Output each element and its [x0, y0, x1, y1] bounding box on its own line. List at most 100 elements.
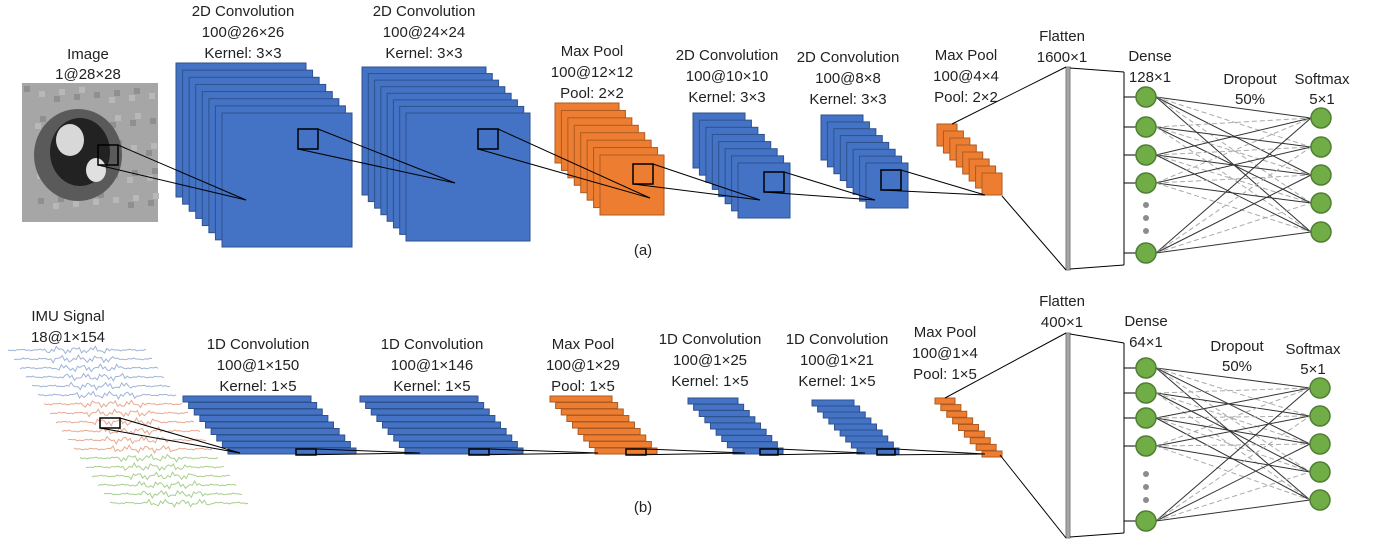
layer-detail: Pool: 2×2 [560, 85, 624, 102]
image-noise [113, 197, 119, 203]
feature-map [567, 416, 629, 422]
layer-name: 1D Convolution [786, 331, 889, 348]
feature-map [211, 429, 339, 435]
softmax-name: Softmax [1285, 341, 1341, 358]
flatten-name: Flatten [1039, 293, 1085, 310]
image-noise [40, 116, 46, 122]
dense-shape: 128×1 [1129, 69, 1171, 86]
image-blob [56, 124, 84, 156]
layer-detail: Pool: 1×5 [551, 378, 615, 395]
softmax-neuron [1310, 406, 1330, 426]
softmax-shape: 5×1 [1300, 361, 1325, 378]
image-noise [149, 93, 155, 99]
feature-map [360, 396, 478, 402]
layer-shape: 100@1×25 [673, 352, 747, 369]
feature-map [823, 412, 865, 418]
ellipsis-dot [1143, 228, 1149, 234]
feature-map [584, 435, 646, 441]
layer-detail: Kernel: 1×5 [671, 373, 748, 390]
image-noise [109, 97, 115, 103]
layer-shape: 100@1×4 [912, 345, 978, 362]
image-noise [53, 203, 59, 209]
ellipsis-dot [1143, 215, 1149, 221]
image-noise [146, 150, 152, 156]
feature-map [947, 411, 967, 417]
softmax-neuron [1310, 378, 1330, 398]
feature-map [959, 425, 979, 431]
feature-map [846, 436, 888, 442]
ellipsis-dot [1143, 471, 1149, 477]
feature-map [699, 411, 749, 417]
layer-shape: 100@1×150 [217, 357, 299, 374]
dense-neuron [1136, 511, 1156, 531]
dropout-rate: 50% [1222, 358, 1252, 375]
feature-map [217, 435, 345, 441]
feature-map [970, 438, 990, 444]
layer-shape: 100@10×10 [686, 68, 768, 85]
image-noise [94, 92, 100, 98]
feature-map [194, 409, 322, 415]
feature-map [573, 422, 635, 428]
feature-map [935, 398, 955, 404]
feature-map [222, 113, 352, 247]
feature-map [818, 406, 860, 412]
image-noise [129, 95, 135, 101]
feature-map [183, 396, 311, 402]
layer-shape: 100@1×21 [800, 352, 874, 369]
image-noise [148, 200, 154, 206]
dense-name: Dense [1124, 313, 1167, 330]
softmax-neuron [1311, 137, 1331, 157]
feature-map [561, 409, 623, 415]
input-shape: 1@28×28 [55, 66, 121, 83]
layer-shape: 100@26×26 [202, 24, 284, 41]
panel-caption: (b) [634, 499, 652, 516]
layer-detail: Kernel: 3×3 [385, 45, 462, 62]
layer-shape: 100@1×29 [546, 357, 620, 374]
feature-map [200, 416, 328, 422]
ellipsis-dot [1143, 497, 1149, 503]
image-noise [54, 96, 60, 102]
layer-detail: Kernel: 3×3 [204, 45, 281, 62]
feature-map [964, 431, 984, 437]
layer-name: Max Pool [552, 336, 615, 353]
feature-map [829, 418, 871, 424]
flatten-bar [1066, 333, 1070, 538]
layer-detail: Kernel: 1×5 [219, 378, 296, 395]
dense-name: Dense [1128, 48, 1171, 65]
layer-detail: Pool: 2×2 [934, 89, 998, 106]
input-name: Image [67, 46, 109, 63]
dense-shape: 64×1 [1129, 334, 1163, 351]
flatten-name: Flatten [1039, 28, 1085, 45]
feature-map [228, 448, 356, 454]
feature-map [377, 416, 495, 422]
layer-shape: 100@8×8 [815, 70, 881, 87]
softmax-neuron [1311, 222, 1331, 242]
feature-map [405, 448, 523, 454]
feature-map [694, 404, 744, 410]
feature-map [722, 436, 772, 442]
flatten-shape: 400×1 [1041, 314, 1083, 331]
feature-map [589, 442, 651, 448]
ellipsis-dot [1143, 202, 1149, 208]
feature-map [705, 417, 755, 423]
image-noise [114, 90, 120, 96]
softmax-neuron [1311, 165, 1331, 185]
flatten-shape: 1600×1 [1037, 49, 1087, 66]
feature-map [716, 429, 766, 435]
layer-shape: 100@24×24 [383, 24, 465, 41]
layer-detail: Pool: 1×5 [913, 366, 977, 383]
input-name: IMU Signal [31, 308, 104, 325]
layer-name: 2D Convolution [373, 3, 476, 20]
softmax-neuron [1310, 434, 1330, 454]
dense-neuron [1136, 173, 1156, 193]
layer-detail: Kernel: 1×5 [798, 373, 875, 390]
diagram: Image 1@28×28 2D Convolution 100@26×26 Kerne… [0, 0, 1375, 542]
feature-map [371, 409, 489, 415]
layer-name: 2D Convolution [797, 49, 900, 66]
image-noise [150, 118, 156, 124]
dropout-name: Dropout [1210, 338, 1264, 355]
feature-map [851, 442, 893, 448]
dropout-name: Dropout [1223, 71, 1277, 88]
feature-map [982, 173, 1002, 195]
dense-neuron [1136, 383, 1156, 403]
